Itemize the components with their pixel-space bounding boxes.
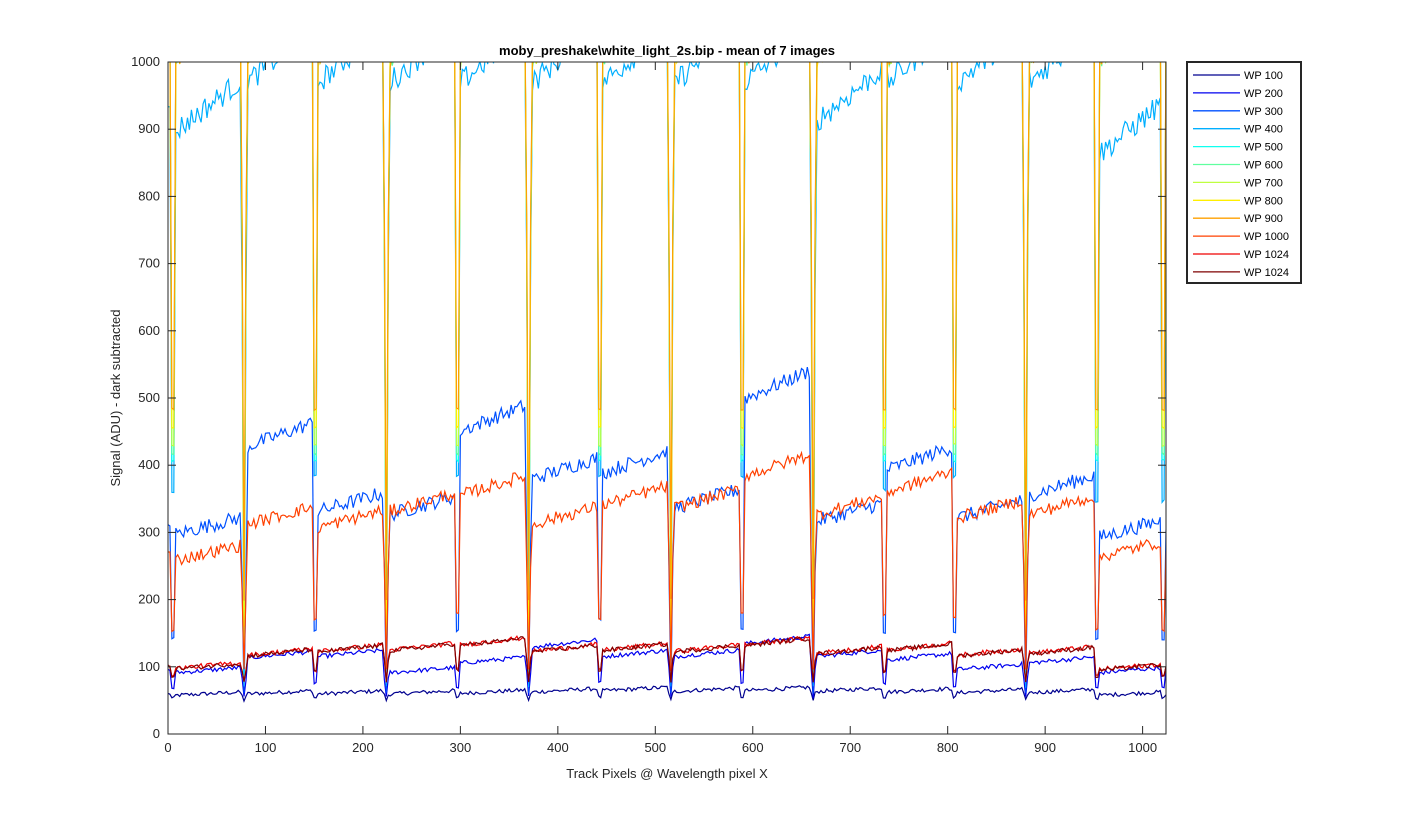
legend-label: WP 600	[1244, 160, 1283, 172]
y-tick-label: 900	[138, 121, 160, 136]
x-tick-label: 600	[742, 740, 764, 755]
y-tick-label: 400	[138, 457, 160, 472]
x-tick-label: 1000	[1128, 740, 1157, 755]
x-tick-label: 200	[352, 740, 374, 755]
legend-label: WP 100	[1244, 70, 1283, 82]
y-tick-label: 1000	[131, 54, 160, 69]
x-tick-label: 300	[450, 740, 472, 755]
y-axis-label: Signal (ADU) - dark subtracted	[108, 309, 123, 486]
x-axis-label: Track Pixels @ Wavelength pixel X	[566, 766, 768, 781]
x-axis: 0 100 200 300 400 500 600 700 800 900 1000	[164, 62, 1157, 755]
x-tick-label: 0	[164, 740, 171, 755]
legend-label: WP 300	[1244, 106, 1283, 118]
y-axis: 0 100 200 300 400 500 600 700 800 900 1000	[131, 54, 1166, 741]
legend-label: WP 1024	[1244, 249, 1289, 261]
y-tick-label: 300	[138, 524, 160, 539]
x-tick-label: 400	[547, 740, 569, 755]
legend-items: WP 100 WP 200 WP 300 WP 400 WP 500 WP 600 WP 7…	[1193, 70, 1289, 279]
legend-label: WP 500	[1244, 142, 1283, 154]
series-line-wp-200-1	[168, 633, 1166, 698]
series-line-wp-1024-11	[168, 636, 1166, 683]
series-line-wp-1000-9	[168, 450, 1166, 672]
x-tick-label: 800	[937, 740, 959, 755]
legend-label: WP 800	[1244, 195, 1283, 207]
y-tick-label: 800	[138, 188, 160, 203]
x-tick-label: 700	[839, 740, 861, 755]
legend-label: WP 200	[1244, 88, 1283, 100]
x-tick-label: 500	[644, 740, 666, 755]
legend-label: WP 900	[1244, 213, 1283, 225]
series-line-wp-100-0	[168, 685, 1166, 703]
y-tick-label: 100	[138, 659, 160, 674]
plot-area	[168, 62, 1166, 734]
legend-label: WP 1024	[1244, 267, 1289, 279]
legend-label: WP 700	[1244, 177, 1283, 189]
legend-label: WP 1000	[1244, 231, 1289, 243]
y-tick-label: 700	[138, 256, 160, 271]
legend: WP 100 WP 200 WP 300 WP 400 WP 500 WP 600 WP 7…	[1186, 61, 1302, 284]
x-tick-label: 100	[255, 740, 277, 755]
legend-label: WP 400	[1244, 124, 1283, 136]
chart-title: moby_preshake\white_light_2s.bip - mean …	[499, 43, 835, 58]
series-line-wp-300-2	[168, 366, 1166, 694]
y-tick-label: 0	[153, 726, 160, 741]
y-tick-label: 200	[138, 592, 160, 607]
series-line-wp-400-3	[168, 62, 1166, 688]
y-tick-label: 600	[138, 323, 160, 338]
y-tick-label: 500	[138, 390, 160, 405]
series-layer	[168, 62, 1166, 703]
legend-box	[1186, 61, 1302, 284]
x-tick-label: 900	[1034, 740, 1056, 755]
